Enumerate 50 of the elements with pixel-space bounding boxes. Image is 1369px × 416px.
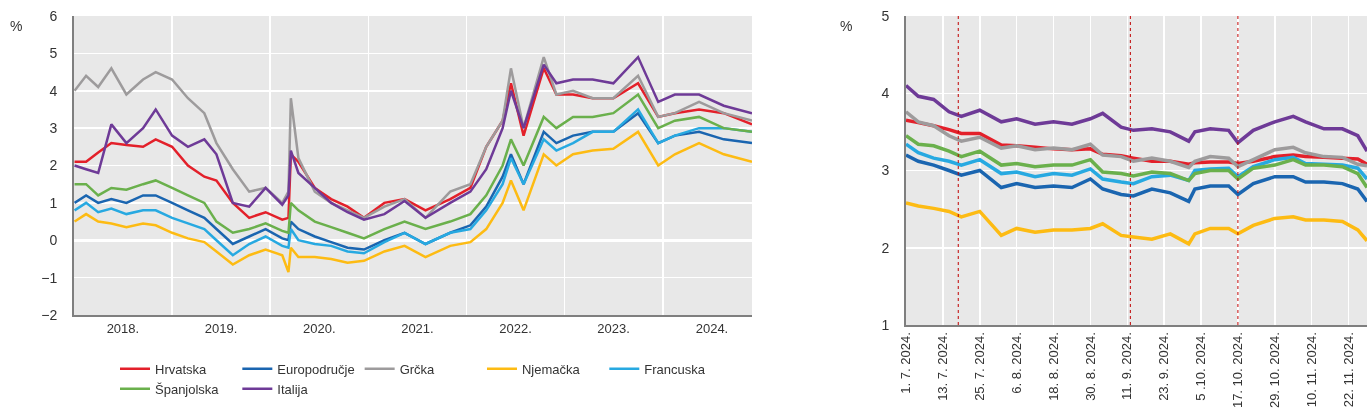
legend-label: Španjolska bbox=[155, 381, 220, 397]
line-series bbox=[906, 83, 1367, 153]
y-tick-label: 3 bbox=[881, 162, 890, 179]
x-tick-label: 6. 8. 2024. bbox=[1008, 332, 1024, 394]
line-series bbox=[906, 201, 1367, 246]
x-tick-label: 2022. bbox=[499, 320, 532, 336]
x-tick-label: 2021. bbox=[401, 320, 434, 336]
y-tick-label: 3 bbox=[49, 120, 58, 137]
y-tick-label: 5 bbox=[49, 45, 58, 62]
x-tick-label: 2024. bbox=[695, 320, 729, 336]
y-tick-label: 4 bbox=[49, 82, 58, 99]
x-tick-label: 30. 8. 2024. bbox=[1082, 332, 1098, 401]
x-tick-label: 23. 9. 2024. bbox=[1156, 332, 1172, 401]
y-tick-label: 5 bbox=[881, 7, 890, 24]
x-tick-label: 1. 7. 2024. bbox=[898, 332, 914, 394]
legend-label: Njemačka bbox=[521, 361, 581, 377]
legend-label: Europodručje bbox=[277, 361, 355, 377]
x-tick-label: 2019. bbox=[204, 320, 238, 336]
legend-label: Grčka bbox=[399, 361, 436, 377]
y-axis-title: % bbox=[840, 18, 853, 34]
line-series bbox=[74, 93, 752, 240]
line-series bbox=[906, 110, 1367, 170]
y-tick-label: −2 bbox=[41, 306, 58, 323]
x-tick-label: 29. 10. 2024. bbox=[1267, 332, 1283, 409]
line-series bbox=[74, 130, 752, 274]
legend-label: Francuska bbox=[644, 361, 706, 377]
x-tick-label: 2023. bbox=[597, 320, 630, 336]
y-tick-label: 2 bbox=[49, 157, 58, 174]
y-tick-label: 0 bbox=[49, 232, 58, 249]
line-series bbox=[906, 133, 1367, 190]
x-tick-label: 10. 11. 2024. bbox=[1303, 332, 1319, 408]
legend-label: Italija bbox=[277, 381, 309, 397]
x-tick-label: 17. 10. 2024. bbox=[1230, 332, 1246, 409]
x-tick-label: 13. 7. 2024. bbox=[935, 332, 951, 401]
y-tick-label: 1 bbox=[49, 194, 58, 211]
x-tick-label: 5 .10. 2024. bbox=[1193, 332, 1209, 401]
line-series bbox=[906, 153, 1367, 204]
x-tick-label: 25. 7. 2024. bbox=[971, 332, 987, 401]
x-tick-label: 18. 8. 2024. bbox=[1045, 332, 1061, 401]
y-tick-label: 2 bbox=[881, 239, 890, 256]
x-tick-label: 2020. bbox=[303, 320, 336, 336]
y-axis-title: % bbox=[10, 18, 23, 34]
y-tick-label: −1 bbox=[41, 269, 58, 286]
x-tick-label: 11. 9. 2024. bbox=[1119, 332, 1135, 400]
y-tick-label: 4 bbox=[881, 85, 890, 102]
legend-label: Hrvatska bbox=[155, 361, 208, 377]
x-tick-label: 22. 11. 2024. bbox=[1340, 332, 1356, 408]
y-tick-label: 6 bbox=[49, 7, 58, 24]
y-tick-label: 1 bbox=[881, 316, 890, 333]
x-tick-label: 2018. bbox=[106, 320, 140, 336]
